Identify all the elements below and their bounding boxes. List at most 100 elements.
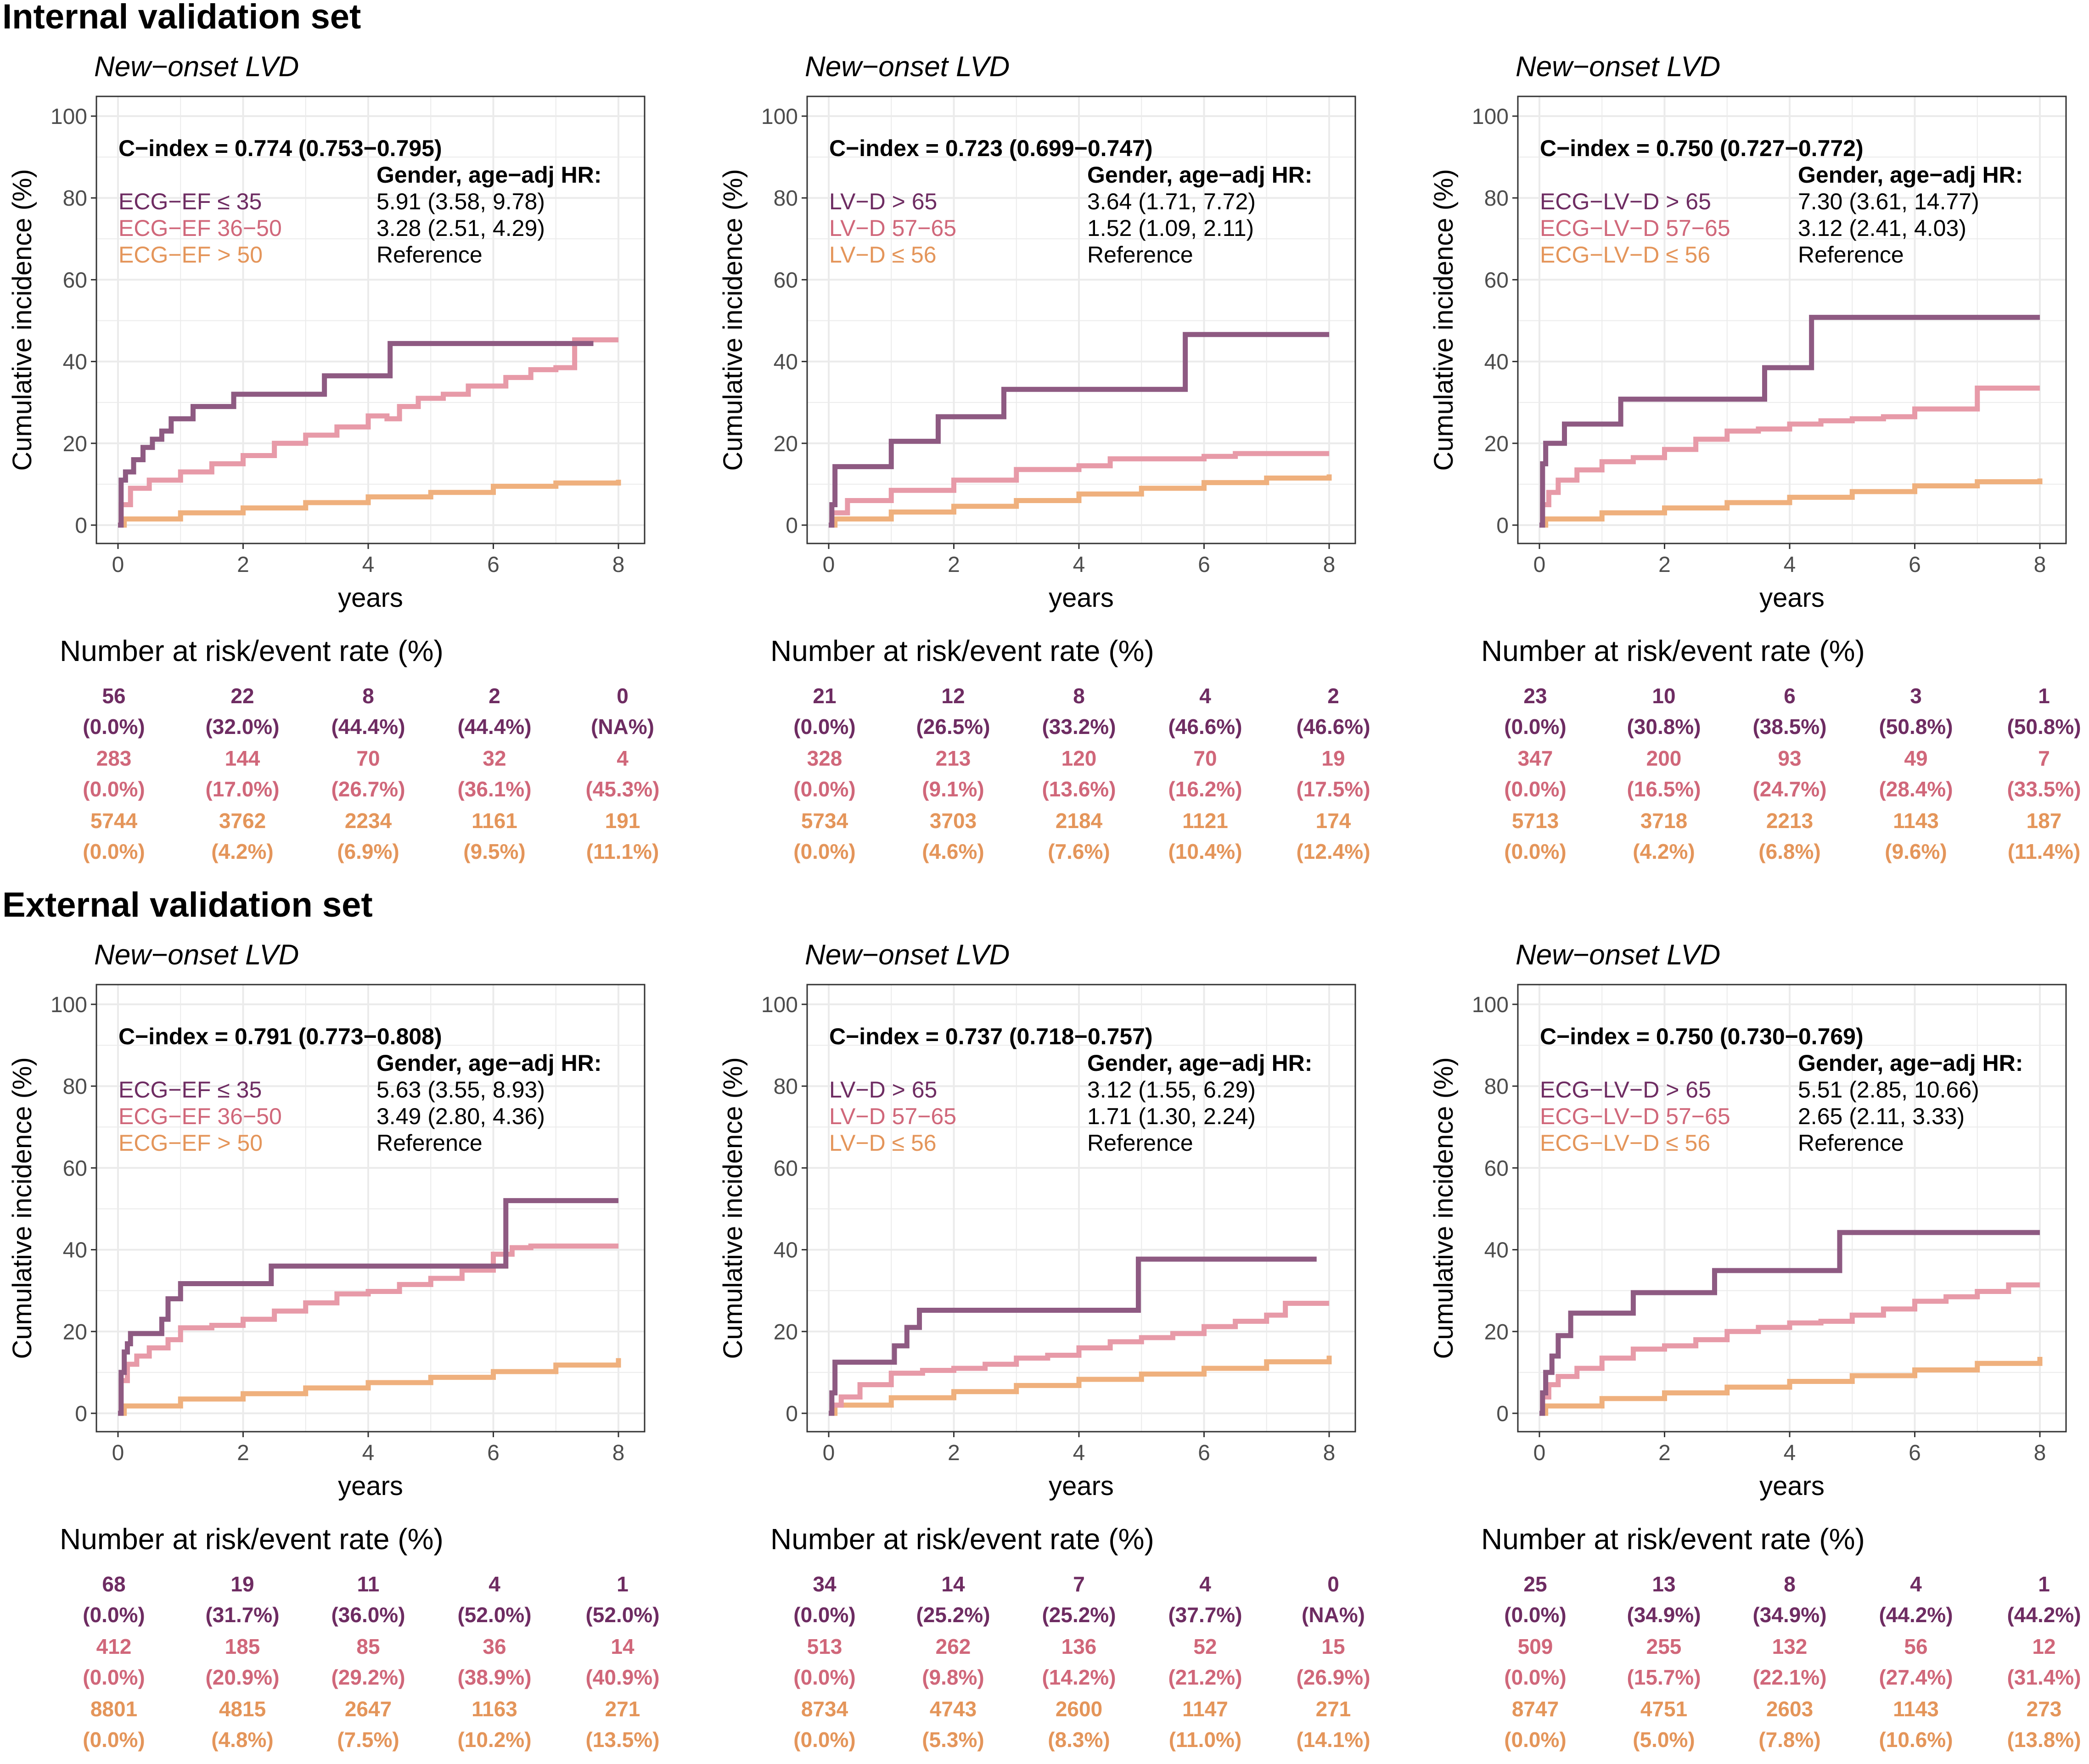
event-rate: (21.2%) bbox=[1168, 1665, 1242, 1689]
risk-count: 21 bbox=[813, 684, 836, 708]
panel-subtitle: New−onset LVD bbox=[1516, 51, 1720, 83]
legend-hr: Reference bbox=[1087, 1130, 1193, 1156]
legend-hr: Reference bbox=[1798, 1130, 1904, 1156]
risk-count: 4743 bbox=[930, 1697, 977, 1721]
plot-border bbox=[806, 95, 1356, 544]
gridlines bbox=[96, 96, 645, 543]
panel-subtitle: New−onset LVD bbox=[1516, 939, 1720, 971]
x-tick-label: 6 bbox=[1198, 553, 1210, 577]
legend-hr: 5.91 (3.58, 9.78) bbox=[376, 189, 545, 214]
event-rate: (10.6%) bbox=[1879, 1728, 1953, 1752]
event-rate: (9.5%) bbox=[463, 840, 525, 863]
risk-count: 120 bbox=[1061, 746, 1097, 770]
risk-count: 347 bbox=[1518, 746, 1553, 770]
risk-count: 2 bbox=[489, 684, 500, 708]
x-tick-label: 6 bbox=[487, 1441, 500, 1465]
hr-header: Gender, age−adj HR: bbox=[376, 1050, 601, 1076]
km-curve-1 bbox=[1539, 386, 2040, 528]
risk-count: 271 bbox=[605, 1697, 640, 1721]
event-rate: (7.8%) bbox=[1758, 1728, 1820, 1752]
x-axis-label: years bbox=[1759, 583, 1825, 613]
legend-hr: 1.52 (1.09, 2.11) bbox=[1087, 215, 1254, 241]
risk-count: 12 bbox=[2032, 1635, 2055, 1658]
km-curve-0 bbox=[1539, 1230, 2040, 1416]
hr-header: Gender, age−adj HR: bbox=[376, 162, 601, 188]
risk-count: 5734 bbox=[801, 809, 848, 833]
event-rate: (0.0%) bbox=[83, 1728, 145, 1752]
risk-count: 513 bbox=[807, 1635, 842, 1658]
km-curve-0 bbox=[829, 332, 1329, 528]
x-tick-label: 2 bbox=[948, 553, 960, 577]
event-rate: (36.0%) bbox=[331, 1603, 405, 1627]
x-tick-label: 0 bbox=[823, 1441, 835, 1465]
risk-count: 8801 bbox=[90, 1697, 137, 1721]
panel-subtitle: New−onset LVD bbox=[94, 939, 299, 971]
legend-label: ECG−EF > 50 bbox=[118, 242, 263, 268]
risk-table-title: Number at risk/event rate (%) bbox=[60, 1523, 444, 1556]
event-rate: (44.4%) bbox=[457, 715, 531, 739]
x-tick-label: 6 bbox=[1909, 1441, 1921, 1465]
risk-count: 3703 bbox=[930, 809, 977, 833]
km-curve-1 bbox=[118, 337, 618, 528]
risk-count: 4 bbox=[1910, 1572, 1922, 1596]
y-tick-label: 60 bbox=[774, 1156, 798, 1181]
y-tick-label: 20 bbox=[1484, 432, 1509, 456]
c-index-annotation: C−index = 0.774 (0.753−0.795) bbox=[118, 135, 442, 161]
event-rate: (0.0%) bbox=[1504, 1603, 1566, 1627]
risk-count: 3762 bbox=[219, 809, 266, 833]
event-rate: (4.2%) bbox=[1633, 840, 1695, 863]
panel-subtitle: New−onset LVD bbox=[94, 51, 299, 83]
x-tick-label: 4 bbox=[1784, 553, 1796, 577]
legend-hr: 1.71 (1.30, 2.24) bbox=[1087, 1103, 1256, 1129]
plot-border bbox=[806, 984, 1356, 1433]
event-rate: (4.2%) bbox=[211, 840, 273, 863]
km-curve-1 bbox=[1539, 1282, 2040, 1416]
event-rate: (0.0%) bbox=[793, 715, 855, 739]
risk-count: 19 bbox=[1321, 746, 1345, 770]
risk-count: 3 bbox=[1910, 684, 1922, 708]
legend-label: ECG−LV−D > 65 bbox=[1540, 1077, 1711, 1103]
c-index-annotation: C−index = 0.750 (0.730−0.769) bbox=[1540, 1024, 1864, 1049]
x-tick-label: 4 bbox=[1073, 1441, 1085, 1465]
y-tick-label: 20 bbox=[63, 1320, 87, 1344]
legend-hr: 5.63 (3.55, 8.93) bbox=[376, 1077, 545, 1103]
km-curve-0 bbox=[118, 1198, 618, 1416]
risk-count: 1121 bbox=[1182, 809, 1228, 833]
event-rate: (0.0%) bbox=[793, 1665, 855, 1689]
risk-table-title: Number at risk/event rate (%) bbox=[770, 1523, 1154, 1556]
risk-count: 19 bbox=[230, 1572, 254, 1596]
y-axis-label: Cumulative incidence (%) bbox=[7, 1057, 37, 1359]
event-rate: (10.2%) bbox=[457, 1728, 531, 1752]
risk-count: 2600 bbox=[1056, 1697, 1102, 1721]
risk-count: 2603 bbox=[1766, 1697, 1813, 1721]
y-tick-label: 0 bbox=[75, 1402, 87, 1426]
legend-hr: 3.12 (2.41, 4.03) bbox=[1798, 215, 1966, 241]
event-rate: (0.0%) bbox=[1504, 1728, 1566, 1752]
risk-count: 3718 bbox=[1640, 809, 1687, 833]
legend-hr: 3.49 (2.80, 4.36) bbox=[376, 1103, 545, 1129]
panel-subtitle: New−onset LVD bbox=[805, 939, 1010, 971]
event-rate: (32.0%) bbox=[205, 715, 279, 739]
risk-count: 2234 bbox=[345, 809, 392, 833]
y-axis-label: Cumulative incidence (%) bbox=[1429, 169, 1459, 471]
x-axis-label: years bbox=[338, 583, 403, 613]
risk-count: 273 bbox=[2027, 1697, 2062, 1721]
risk-count: 15 bbox=[1321, 1635, 1345, 1658]
event-rate: (9.1%) bbox=[922, 777, 984, 801]
risk-count: 1143 bbox=[1893, 809, 1939, 833]
legend-label: LV−D 57−65 bbox=[829, 1103, 956, 1129]
y-tick-label: 60 bbox=[774, 268, 798, 292]
event-rate: (16.2%) bbox=[1168, 777, 1242, 801]
event-rate: (0.0%) bbox=[1504, 715, 1566, 739]
plot-border bbox=[1517, 95, 2067, 544]
event-rate: (13.8%) bbox=[2007, 1728, 2081, 1752]
x-tick-label: 0 bbox=[1533, 553, 1546, 577]
legend-hr: Reference bbox=[1087, 242, 1193, 268]
risk-count: 271 bbox=[1316, 1697, 1351, 1721]
y-tick-label: 40 bbox=[63, 350, 87, 375]
